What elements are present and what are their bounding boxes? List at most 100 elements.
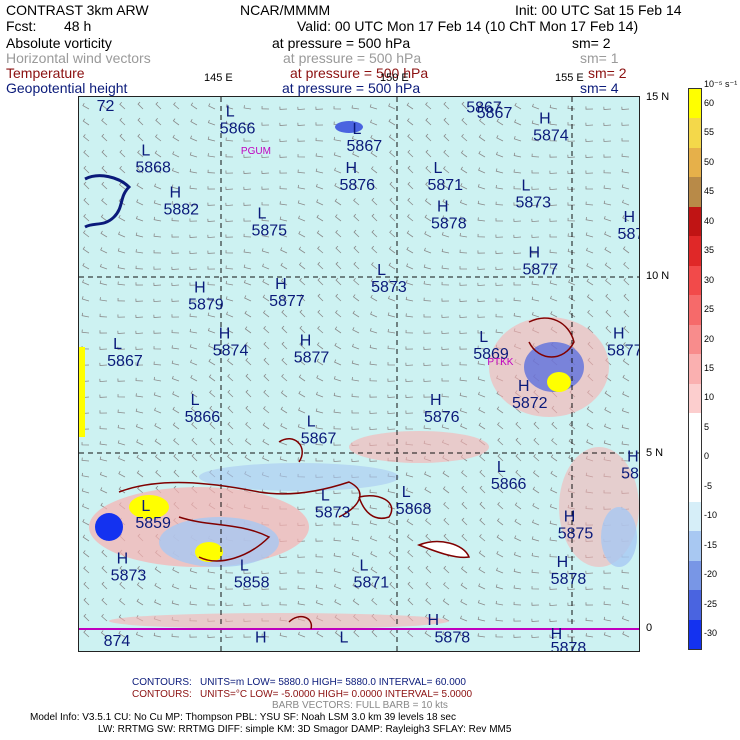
wind-barb bbox=[621, 569, 630, 574]
wind-barb bbox=[423, 394, 432, 398]
wind-barb bbox=[298, 407, 306, 414]
wind-barb bbox=[171, 600, 180, 606]
wind-barb bbox=[243, 121, 252, 126]
wind-barb bbox=[585, 201, 594, 206]
wind-barb bbox=[585, 154, 594, 158]
wind-barb bbox=[586, 278, 594, 286]
wind-barb bbox=[81, 488, 90, 494]
wind-barb bbox=[299, 277, 306, 286]
wind-barb bbox=[297, 440, 306, 446]
wind-barb bbox=[585, 570, 594, 575]
wind-barb bbox=[495, 168, 504, 174]
forecast-label: Fcst: bbox=[6, 18, 37, 34]
wind-barb bbox=[351, 135, 360, 142]
wind-barb bbox=[513, 618, 522, 622]
wind-barb bbox=[405, 313, 414, 318]
wind-barb bbox=[225, 120, 234, 126]
wind-barb bbox=[623, 342, 630, 350]
wind-barb bbox=[459, 330, 468, 334]
wind-barb bbox=[279, 201, 288, 206]
wind-barb bbox=[513, 601, 522, 606]
wind-barb bbox=[549, 154, 558, 158]
wind-barb bbox=[82, 279, 90, 286]
wind-barb bbox=[459, 282, 468, 286]
wind-barb bbox=[135, 346, 144, 350]
wind-barb bbox=[136, 166, 144, 174]
vort-spot-north bbox=[335, 121, 363, 133]
wind-barb bbox=[263, 341, 270, 350]
height-h-marker: H bbox=[518, 378, 530, 395]
wind-barb bbox=[173, 102, 180, 110]
wind-barb bbox=[118, 231, 126, 238]
height-value: 5867 bbox=[107, 353, 143, 370]
wind-barb bbox=[263, 373, 270, 382]
wind-barb bbox=[154, 423, 162, 430]
wind-barb bbox=[227, 421, 234, 430]
wind-barb bbox=[369, 394, 378, 398]
wind-barb bbox=[227, 373, 234, 382]
wind-barb bbox=[243, 586, 252, 590]
wind-barb bbox=[405, 394, 414, 398]
wind-barb bbox=[603, 570, 612, 574]
wind-barb bbox=[226, 311, 234, 318]
wind-barb bbox=[189, 152, 198, 158]
map-panel: L5866L5867L5867H5874L5868H5876L5871L5873… bbox=[78, 96, 640, 652]
wind-barb bbox=[478, 150, 486, 158]
wind-barb bbox=[225, 186, 234, 190]
wind-barb bbox=[333, 136, 342, 142]
wind-barb bbox=[261, 586, 270, 590]
wind-barb bbox=[334, 630, 342, 638]
wind-barb bbox=[207, 234, 216, 239]
forecast-hours: 48 h bbox=[64, 18, 92, 34]
wind-barb bbox=[459, 408, 468, 414]
station-markers: PGUM PTKK bbox=[241, 146, 514, 368]
height-value: 5874 bbox=[533, 128, 569, 145]
wind-barb bbox=[153, 233, 162, 238]
wind-barb bbox=[549, 264, 558, 270]
wind-barb bbox=[99, 313, 108, 318]
wind-barb bbox=[315, 168, 324, 174]
wind-barb bbox=[117, 346, 126, 351]
wind-barb bbox=[190, 406, 198, 414]
wind-barb bbox=[316, 230, 324, 238]
height-value: 5878 bbox=[551, 571, 587, 588]
wind-barb bbox=[119, 101, 126, 110]
wind-barb bbox=[191, 421, 198, 430]
colorbar-level: 10 bbox=[704, 392, 715, 403]
wind-barb bbox=[137, 101, 144, 110]
temp-contour-a bbox=[118, 481, 361, 518]
wind-barb bbox=[568, 310, 576, 318]
height-edge-label: 874 bbox=[104, 633, 131, 650]
wind-barb bbox=[135, 408, 144, 414]
wind-barb bbox=[496, 551, 504, 558]
vort-region-east-max bbox=[547, 372, 571, 392]
wind-barb bbox=[567, 602, 576, 606]
height-labels: L5866L5867L5867H5874L5868H5876L5871L5873… bbox=[97, 97, 639, 651]
wind-barb bbox=[353, 629, 360, 638]
wind-barb bbox=[352, 294, 360, 302]
wind-barb bbox=[371, 262, 378, 270]
wind-barb bbox=[495, 329, 504, 334]
wind-barb bbox=[585, 232, 594, 238]
wind-barb bbox=[244, 454, 252, 462]
wind-barb bbox=[387, 378, 396, 382]
wind-barb bbox=[280, 262, 288, 270]
height-h-marker: H bbox=[300, 332, 312, 349]
wind-barb bbox=[622, 374, 630, 382]
wind-barb bbox=[405, 487, 414, 494]
wind-barb bbox=[100, 247, 108, 254]
wind-barb bbox=[316, 630, 324, 638]
wind-barb bbox=[531, 170, 540, 174]
wind-barb bbox=[549, 202, 558, 206]
wind-barb bbox=[279, 601, 288, 606]
wind-barb bbox=[297, 424, 306, 430]
wind-barb bbox=[99, 425, 108, 430]
colorbar-level: -15 bbox=[704, 539, 718, 550]
wind-barb bbox=[531, 186, 540, 190]
wind-barb bbox=[137, 150, 144, 158]
wind-barb bbox=[315, 425, 324, 430]
temperature-contours bbox=[118, 317, 575, 630]
wind-barb bbox=[531, 281, 540, 286]
wind-barb bbox=[279, 106, 288, 110]
height-value: 5873 bbox=[618, 226, 639, 243]
